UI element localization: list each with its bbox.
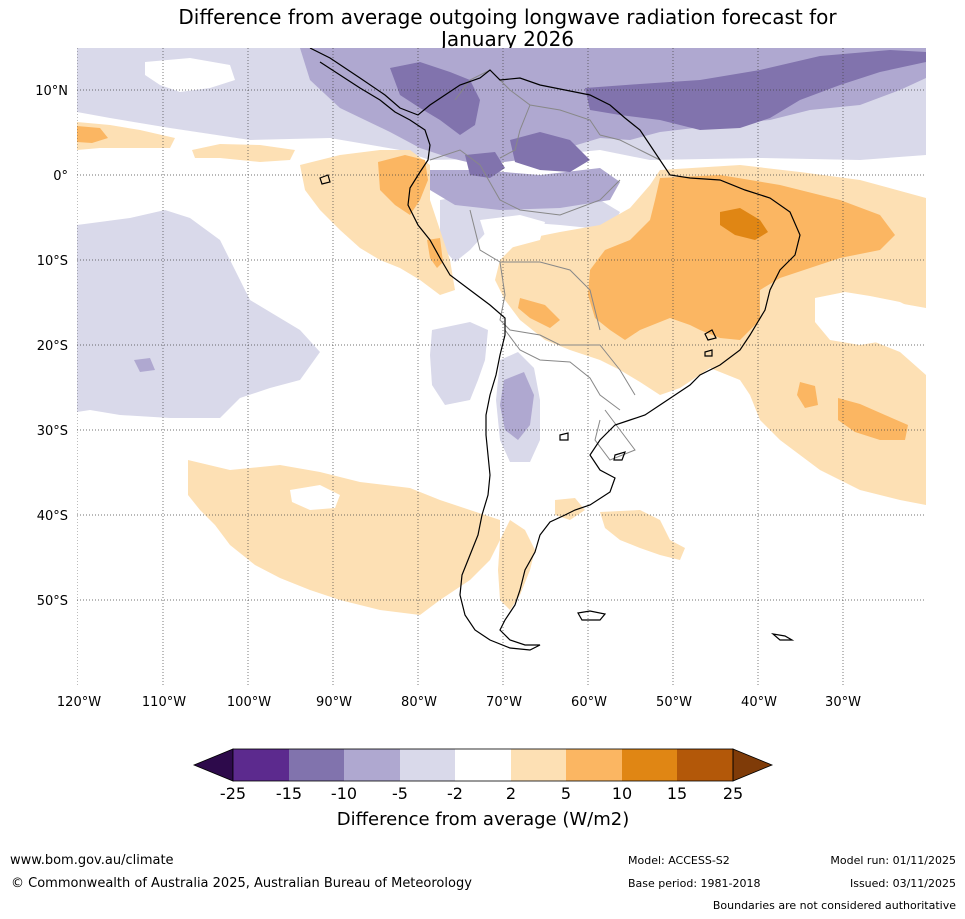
colorbar-outline bbox=[232, 748, 734, 782]
colorbar-segment bbox=[511, 749, 567, 781]
colorbar-tick: -25 bbox=[220, 784, 246, 803]
chart-title-line1: Difference from average outgoing longwav… bbox=[178, 5, 837, 29]
colorbar-segment bbox=[400, 749, 456, 781]
colorbar-tick: -15 bbox=[276, 784, 302, 803]
lat-label: 20°S bbox=[37, 339, 68, 354]
footer-base-period: Base period: 1981-2018 bbox=[628, 877, 761, 890]
footer-copyright: © Commonwealth of Australia 2025, Austra… bbox=[11, 876, 472, 891]
colorbar-tick: 25 bbox=[723, 784, 743, 803]
lon-label: 120°W bbox=[57, 695, 101, 710]
footer-disclaimer: Boundaries are not considered authoritat… bbox=[712, 899, 956, 912]
colorbar-segment bbox=[344, 749, 400, 781]
lon-label: 70°W bbox=[486, 695, 522, 710]
colorbar-extend-below bbox=[192, 748, 234, 782]
footer-issued: Issued: 03/11/2025 bbox=[849, 877, 956, 890]
olr-positive-strong-region bbox=[720, 208, 768, 240]
lat-label: 30°S bbox=[37, 424, 68, 439]
country-borders bbox=[429, 69, 661, 461]
olr-positive-moderate-region bbox=[77, 126, 908, 440]
colorbar-tick: -10 bbox=[331, 784, 357, 803]
footer-model: Model: ACCESS-S2 bbox=[628, 854, 730, 867]
lon-label: 60°W bbox=[571, 695, 607, 710]
lat-label: 40°S bbox=[37, 509, 68, 524]
colorbar-tick: 5 bbox=[561, 784, 571, 803]
colorbar-segment bbox=[622, 749, 678, 781]
falkland-islands bbox=[577, 610, 607, 621]
colorbar-segment bbox=[233, 749, 289, 781]
colorbar-label: Difference from average (W/m2) bbox=[337, 809, 629, 830]
graticule bbox=[77, 48, 926, 687]
footer-website: www.bom.gov.au/climate bbox=[10, 853, 174, 868]
colorbar-segment bbox=[566, 749, 622, 781]
galapagos-islands bbox=[319, 174, 331, 185]
lon-label: 90°W bbox=[316, 695, 352, 710]
map-panel bbox=[77, 48, 926, 687]
lon-label: 50°W bbox=[656, 695, 692, 710]
colorbar-segment bbox=[677, 749, 733, 781]
lat-label: 10°N bbox=[35, 84, 68, 99]
colorbar-tick: -2 bbox=[447, 784, 463, 803]
chart-title-line2: January 2026 bbox=[440, 27, 575, 51]
lat-label: 50°S bbox=[37, 594, 68, 609]
longitude-labels: 120°W 110°W 100°W 90°W 80°W 70°W 60°W 50… bbox=[57, 695, 861, 710]
coastline bbox=[309, 48, 801, 651]
colorbar: -25 -15 -10 -5 -2 2 5 10 15 25 Differenc… bbox=[192, 748, 774, 830]
lon-label: 40°W bbox=[741, 695, 777, 710]
colorbar-segment bbox=[289, 749, 345, 781]
olr-neutral-patches bbox=[145, 58, 920, 510]
lon-label: 80°W bbox=[401, 695, 437, 710]
latitude-labels: 10°N 0° 10°S 20°S 30°S 40°S 50°S bbox=[35, 84, 68, 609]
colorbar-tick: -5 bbox=[392, 784, 408, 803]
lat-label: 0° bbox=[53, 169, 68, 184]
colorbar-tick: 2 bbox=[506, 784, 516, 803]
colorbar-extend-above bbox=[732, 748, 774, 782]
lat-label: 10°S bbox=[37, 254, 68, 269]
colorbar-tick: 10 bbox=[612, 784, 632, 803]
lon-label: 110°W bbox=[142, 695, 186, 710]
footer-model-run: Model run: 01/11/2025 bbox=[830, 854, 956, 867]
colorbar-segment bbox=[455, 749, 511, 781]
lon-label: 30°W bbox=[825, 695, 861, 710]
colorbar-tick: 15 bbox=[667, 784, 687, 803]
lon-label: 100°W bbox=[227, 695, 271, 710]
